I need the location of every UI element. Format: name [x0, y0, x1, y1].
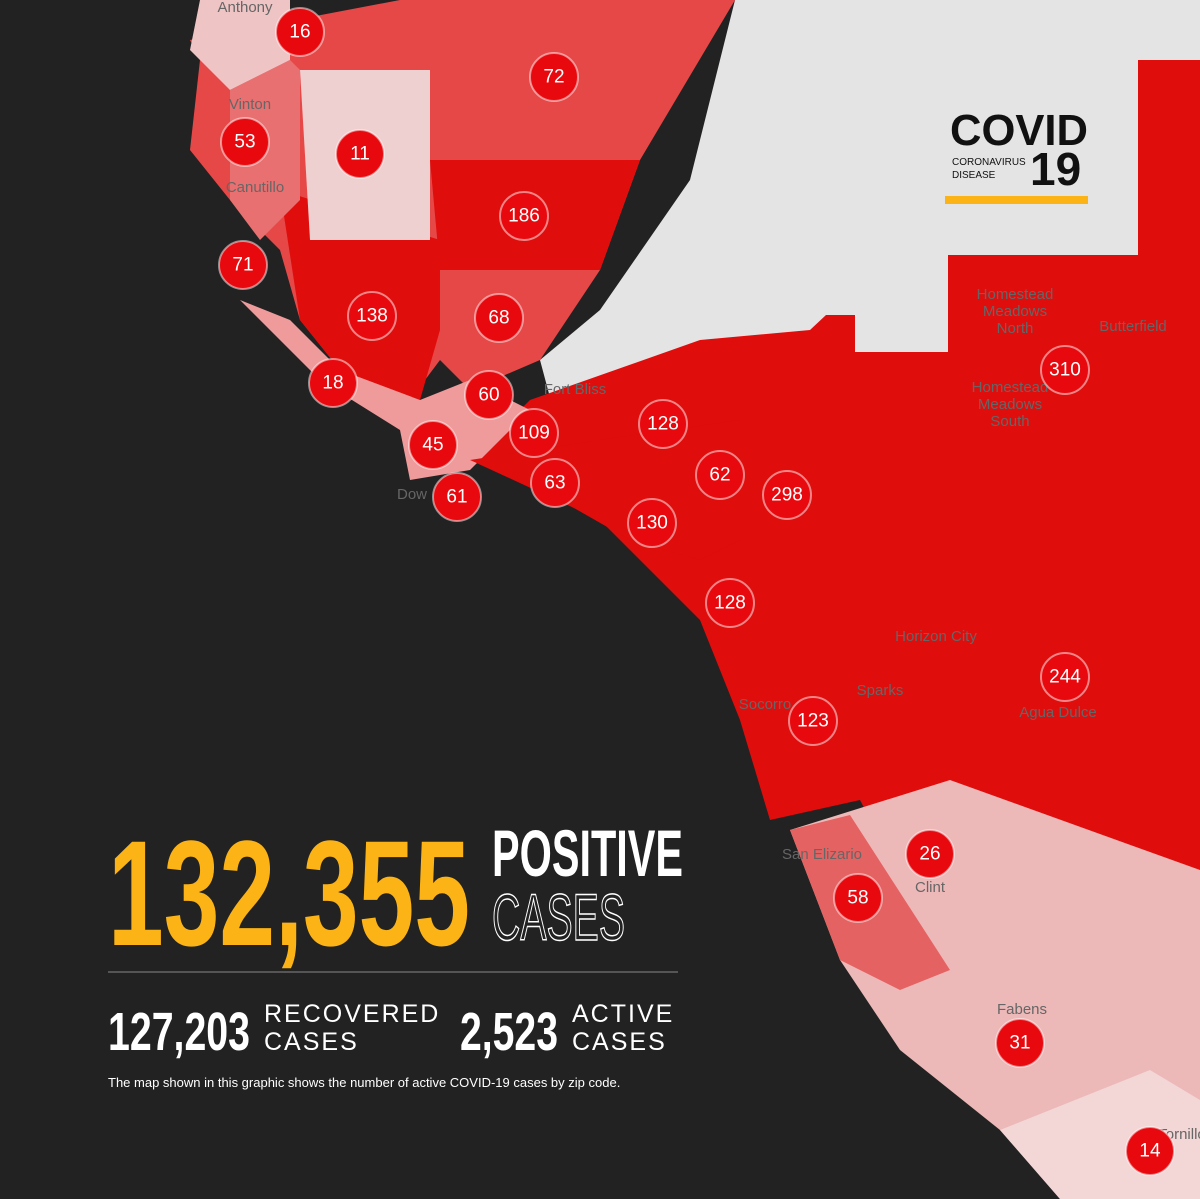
zip-marker — [474, 293, 524, 343]
zip-markers: 16 72 53 11 186 71 138 68 18 60 109 128 45 61 63 62 298 1… — [218, 7, 1175, 1176]
region — [540, 0, 1200, 435]
zip-count: 18 — [322, 373, 343, 394]
zip-marker — [347, 291, 397, 341]
active-value: 2,523 — [460, 1002, 558, 1062]
place-label: Butterfield — [1099, 318, 1167, 335]
zip-count: 68 — [488, 308, 509, 329]
logo-bar — [945, 196, 1088, 204]
positive-label: POSITIVE — [492, 816, 683, 890]
zip-count: 11 — [350, 144, 370, 165]
zip-count: 298 — [771, 485, 803, 506]
place-label: Meadows — [978, 396, 1042, 413]
place-label: Horizon City — [895, 628, 977, 645]
zip-marker — [627, 498, 677, 548]
zip-count: 60 — [478, 385, 499, 406]
zip-count: 186 — [508, 206, 540, 227]
zip-marker — [1040, 652, 1090, 702]
zip-count: 71 — [232, 255, 253, 276]
place-label: North — [997, 320, 1034, 337]
zip-marker — [275, 7, 325, 57]
zip-marker — [432, 472, 482, 522]
zip-count: 14 — [1139, 1141, 1161, 1162]
zip-marker — [762, 470, 812, 520]
zip-marker — [995, 1018, 1045, 1068]
zip-count: 310 — [1049, 360, 1081, 381]
zip-count: 31 — [1009, 1033, 1030, 1054]
place-label: Sparks — [857, 682, 904, 699]
zip-marker — [530, 458, 580, 508]
zip-marker — [308, 358, 358, 408]
zip-marker — [499, 191, 549, 241]
zip-marker — [788, 696, 838, 746]
zip-count: 16 — [289, 22, 310, 43]
logo-number: 19 — [1030, 143, 1081, 195]
active-label: ACTIVE — [572, 1000, 674, 1028]
place-label: Canutillo — [226, 179, 284, 196]
zip-count: 61 — [446, 487, 467, 508]
region — [470, 60, 1200, 975]
place-label: San Elizario — [782, 846, 862, 863]
place-label: Clint — [915, 879, 946, 896]
logo-subtitle: CORONAVIRUS — [952, 157, 1026, 168]
zip-marker — [335, 129, 385, 179]
zip-count: 53 — [234, 132, 255, 153]
place-label: Socorro — [739, 696, 792, 713]
zip-count: 62 — [709, 465, 730, 486]
recovered-label: RECOVERED — [264, 1000, 440, 1028]
place-label: Dow — [397, 486, 427, 503]
logo-title: COVID — [950, 106, 1088, 155]
zip-marker — [529, 52, 579, 102]
zip-count: 128 — [647, 414, 679, 435]
zip-count: 128 — [714, 593, 746, 614]
place-label: Homestead — [972, 379, 1049, 396]
zip-count: 45 — [422, 435, 443, 456]
recovered-value: 127,203 — [108, 1002, 250, 1062]
zip-marker — [408, 420, 458, 470]
positive-value: 132,355 — [108, 809, 470, 977]
region — [190, 0, 290, 90]
zip-marker — [833, 873, 883, 923]
place-label: South — [990, 413, 1029, 430]
zip-count: 63 — [544, 473, 565, 494]
zip-count: 58 — [847, 888, 868, 909]
place-label: Meadows — [983, 303, 1047, 320]
zip-count: 72 — [543, 67, 564, 88]
place-label: Fort Bliss — [544, 381, 607, 398]
zip-marker — [1040, 345, 1090, 395]
footnote: The map shown in this graphic shows the … — [108, 1075, 620, 1090]
zip-marker — [695, 450, 745, 500]
place-label: Anthony — [217, 0, 273, 16]
zip-marker — [1125, 1126, 1175, 1176]
logo: COVID CORONAVIRUS DISEASE 19 — [945, 106, 1088, 204]
zip-count: 123 — [797, 711, 829, 732]
place-label: Homestead — [977, 286, 1054, 303]
zip-marker — [220, 117, 270, 167]
zip-marker — [905, 829, 955, 879]
place-label: Fabens — [997, 1001, 1047, 1018]
zip-count: 244 — [1049, 667, 1081, 688]
region — [240, 300, 530, 480]
zip-marker — [464, 370, 514, 420]
zip-count: 138 — [356, 306, 388, 327]
map — [190, 0, 1200, 1199]
logo-subtitle: DISEASE — [952, 170, 996, 181]
zip-marker — [638, 399, 688, 449]
zip-count: 130 — [636, 513, 668, 534]
stats: 132,355 POSITIVE CASES 127,203 RECOVERED… — [108, 809, 683, 1090]
zip-count: 109 — [518, 423, 550, 444]
place-label: Agua Dulce — [1019, 704, 1097, 721]
zip-marker — [705, 578, 755, 628]
active-label: CASES — [572, 1028, 667, 1056]
zip-marker — [509, 408, 559, 458]
zip-marker — [218, 240, 268, 290]
zip-count: 26 — [919, 844, 940, 865]
positive-label: CASES — [492, 880, 625, 954]
place-label: Vinton — [229, 96, 271, 113]
recovered-label: CASES — [264, 1028, 359, 1056]
